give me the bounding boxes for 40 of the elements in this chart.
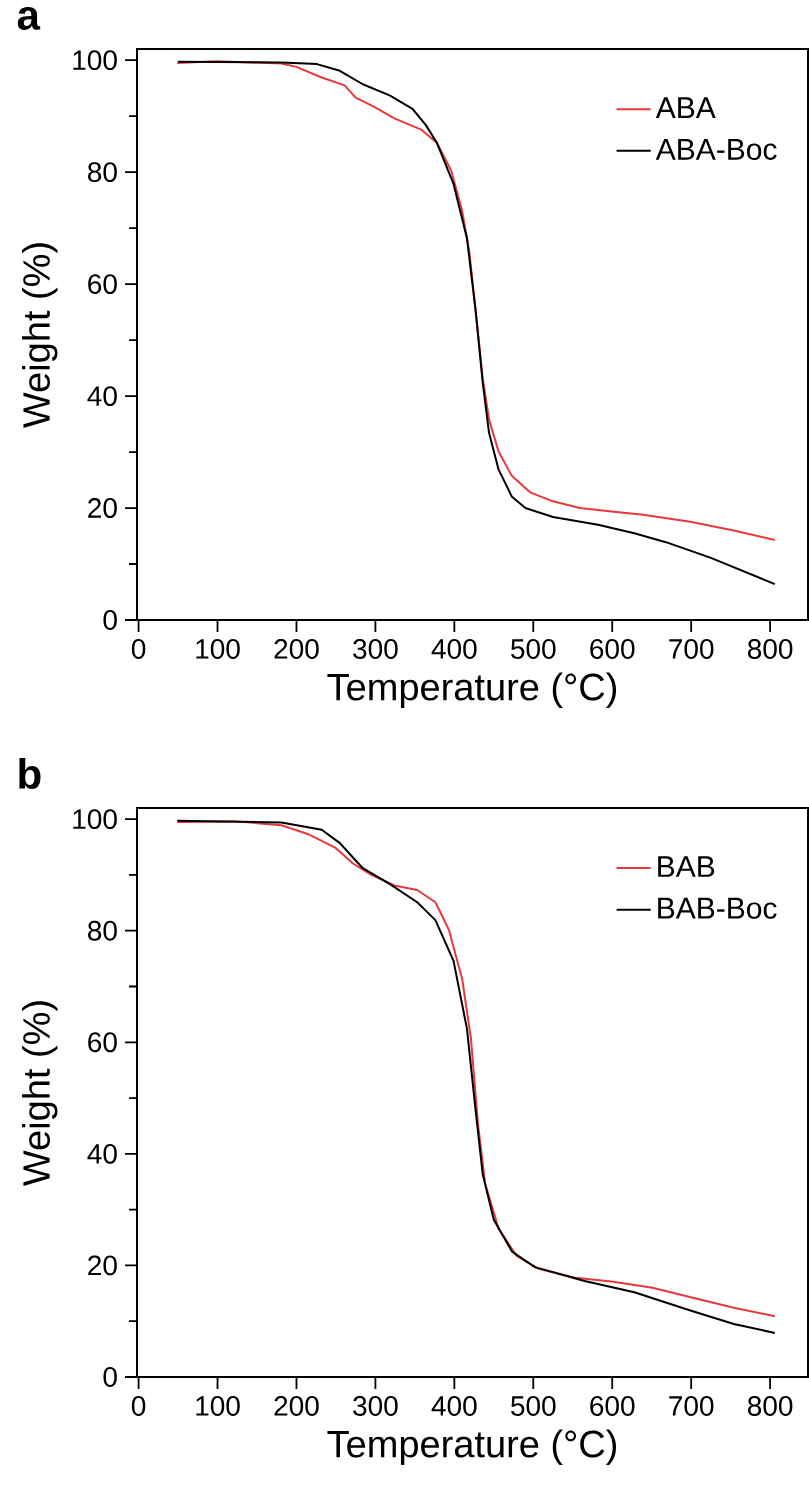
y-tick-label: 20 — [88, 498, 117, 518]
x-tick-label: 700 — [669, 639, 714, 659]
x-tick-label: 100 — [196, 1396, 240, 1416]
legend-label: BAB-Boc — [658, 897, 777, 919]
x-tick-label: 0 — [131, 639, 146, 659]
y-tick-label: 80 — [88, 920, 117, 941]
x-tick-label: 300 — [353, 639, 398, 659]
x-tick-label: 400 — [431, 1396, 477, 1416]
x-tick-label: 300 — [353, 1396, 398, 1416]
x-tick-label: 100 — [196, 639, 240, 659]
x-tick-label: 600 — [590, 639, 635, 659]
x-tick-label: 600 — [590, 1396, 635, 1416]
x-axis-title: Temperature (°C) — [327, 1429, 617, 1466]
x-tick-label: 700 — [669, 1396, 714, 1416]
y-tick-label: 60 — [88, 1032, 117, 1053]
y-tick-label: 100 — [73, 50, 117, 71]
y-axis-title: Weight (%) — [22, 243, 58, 428]
legend-label: BAB — [658, 856, 715, 877]
x-tick-label: 200 — [274, 639, 319, 659]
legend-label: ABA-Boc — [655, 139, 777, 160]
x-axis-title: Temperature (°C) — [327, 672, 617, 709]
x-tick-label: 500 — [511, 1396, 556, 1416]
y-tick-label: 0 — [103, 1367, 117, 1387]
y-tick-label: 0 — [103, 610, 117, 630]
y-tick-label: 80 — [88, 162, 117, 183]
x-tick-label: 200 — [274, 1396, 319, 1416]
x-tick-label: 0 — [131, 1396, 146, 1416]
y-axis-title: Weight (%) — [22, 1001, 58, 1186]
chart-title: b — [19, 758, 41, 789]
legend-label: ABA — [655, 97, 716, 118]
y-tick-label: 100 — [73, 809, 117, 830]
y-tick-label: 40 — [87, 1143, 117, 1164]
y-tick-label: 60 — [88, 274, 117, 295]
x-tick-label: 800 — [747, 1396, 793, 1416]
x-tick-label: 800 — [747, 639, 793, 659]
x-tick-label: 500 — [511, 639, 556, 659]
y-tick-label: 20 — [88, 1255, 117, 1276]
chart-title: a — [17, 6, 41, 30]
x-tick-label: 400 — [431, 639, 477, 659]
y-tick-label: 40 — [87, 386, 117, 406]
